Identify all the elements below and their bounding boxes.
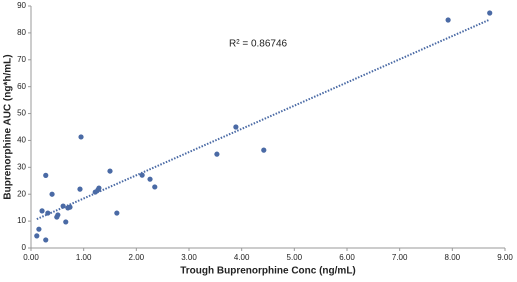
y-tick-label: 90 <box>17 1 26 10</box>
x-tick-label: 0.00 <box>23 253 39 262</box>
x-tick-label: 6.00 <box>339 253 355 262</box>
x-tick-label: 5.00 <box>287 253 303 262</box>
data-point <box>49 191 55 197</box>
x-tick-label: 1.00 <box>76 253 92 262</box>
data-point <box>60 203 66 209</box>
data-point <box>487 10 493 16</box>
data-point <box>78 134 84 140</box>
y-tick-label: 20 <box>17 189 26 198</box>
data-point <box>43 237 49 243</box>
data-point <box>261 147 267 153</box>
data-point <box>139 172 145 178</box>
data-point <box>77 186 83 192</box>
data-point <box>36 226 42 232</box>
data-point <box>43 172 49 178</box>
r-squared-annotation: R² = 0.86746 <box>229 39 288 50</box>
data-point <box>45 210 51 216</box>
data-point <box>67 204 73 210</box>
data-point <box>233 124 239 130</box>
y-tick-label: 60 <box>17 82 26 91</box>
x-tick-label: 4.00 <box>234 253 250 262</box>
y-tick-label: 80 <box>17 28 26 37</box>
x-tick-label: 2.00 <box>129 253 145 262</box>
data-point <box>55 212 61 218</box>
x-axis-title: Trough Buprenorphine Conc (ng/mL) <box>180 266 356 277</box>
x-tick-label: 7.00 <box>392 253 408 262</box>
data-point <box>96 185 102 191</box>
data-point <box>114 210 120 216</box>
y-tick-label: 50 <box>17 109 26 118</box>
data-point <box>34 233 40 239</box>
data-point <box>107 168 113 174</box>
data-point <box>63 219 69 225</box>
y-axis-title: Buprenorphine AUC (ng*h/mL) <box>3 54 14 199</box>
x-tick-label: 3.00 <box>181 253 197 262</box>
x-tick-label: 8.00 <box>445 253 461 262</box>
x-tick-label: 9.00 <box>497 253 513 262</box>
data-point <box>445 17 451 23</box>
trendline <box>36 18 491 221</box>
y-tick-label: 10 <box>17 216 26 225</box>
data-point <box>152 184 158 190</box>
y-tick-label: 30 <box>17 162 26 171</box>
y-tick-label: 40 <box>17 136 26 145</box>
data-point <box>147 176 153 182</box>
data-point <box>39 208 45 214</box>
y-tick-label: 70 <box>17 55 26 64</box>
data-point <box>214 151 220 157</box>
y-tick-label: 0 <box>22 243 27 252</box>
